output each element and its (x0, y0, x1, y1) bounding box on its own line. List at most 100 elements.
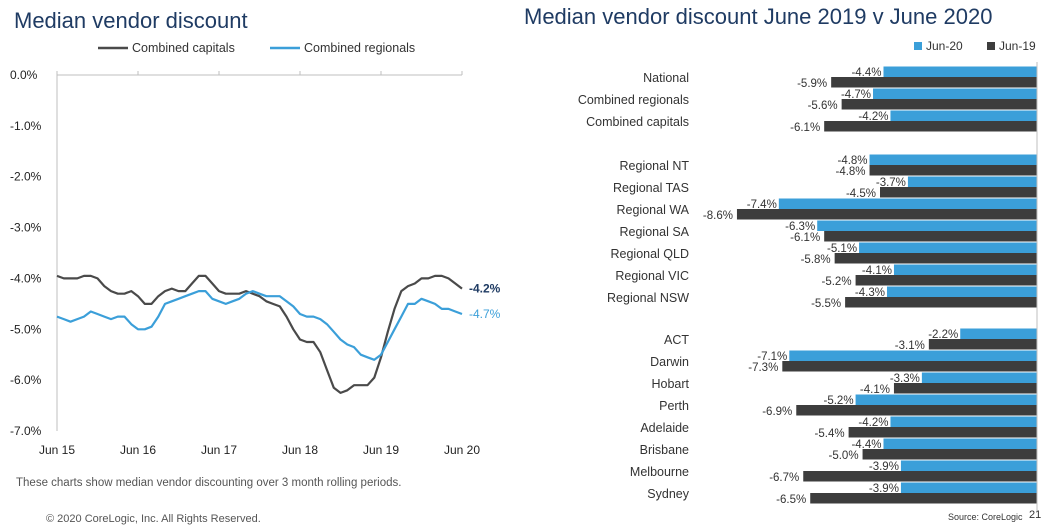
bar-value-label: -5.0% (829, 450, 859, 462)
bar-jun19 (810, 493, 1037, 504)
line-y-tick-label: -1.0% (10, 119, 42, 133)
bar-jun20 (907, 176, 1037, 187)
bar-value-label: -3.1% (895, 340, 925, 352)
bar-value-label: -6.3% (785, 221, 815, 233)
bar-jun20 (893, 264, 1037, 275)
bar-jun20 (855, 394, 1037, 405)
bar-jun19 (796, 405, 1037, 416)
bar-value-label: -5.9% (797, 78, 827, 90)
bar-category-label: Regional VIC (615, 269, 689, 283)
bar-value-label: -4.8% (835, 166, 865, 178)
bar-value-label: -7.1% (757, 351, 787, 363)
line-x-tick-label: Jun 20 (444, 443, 480, 457)
line-y-tick-label: -6.0% (10, 373, 42, 387)
bar-jun20 (869, 154, 1037, 165)
bar-category-label: Hobart (651, 377, 689, 391)
bar-legend-swatch (987, 42, 995, 50)
bar-jun20 (859, 242, 1037, 253)
legend-label: Combined capitals (132, 41, 235, 55)
bar-value-label: -5.4% (815, 428, 845, 440)
bar-value-label: -4.4% (851, 67, 881, 79)
bar-value-label: -5.8% (801, 254, 831, 266)
bar-jun19 (848, 427, 1037, 438)
line-y-tick-label: -3.0% (10, 221, 42, 235)
bar-value-label: -4.1% (860, 384, 890, 396)
bar-value-label: -4.7% (841, 89, 871, 101)
bar-value-label: -4.8% (837, 155, 867, 167)
bar-value-label: -4.2% (858, 417, 888, 429)
line-y-tick-label: 0.0% (10, 68, 38, 82)
bar-jun19 (845, 297, 1037, 308)
bar-value-label: -6.9% (762, 406, 792, 418)
bar-value-label: -4.1% (862, 265, 892, 277)
bar-chart: Jun-20 Jun-19 National -4.4% -5.9% Combined r… (578, 39, 1038, 512)
line-chart: 0.0% -1.0% -2.0% -3.0% -4.0% -5.0% -6.0% -7.0% J… (10, 41, 500, 457)
bar-jun20 (817, 220, 1037, 231)
bar-value-label: -4.3% (855, 287, 885, 299)
bar-category-label: Melbourne (630, 465, 689, 479)
bar-category-label: Darwin (650, 355, 689, 369)
bar-jun20 (900, 482, 1037, 493)
bar-chart-title: Median vendor discount June 2019 v June … (524, 4, 993, 29)
bar-category-label: Adelaide (640, 421, 689, 435)
bar-jun19 (824, 231, 1037, 242)
bar-jun19 (869, 165, 1037, 176)
series-line (56, 274, 463, 394)
bar-jun19 (803, 471, 1037, 482)
bar-value-label: -4.4% (851, 439, 881, 451)
page-number: 21 (1029, 509, 1042, 521)
bar-value-label: -4.2% (858, 111, 888, 123)
chart-note: These charts show median vendor discount… (16, 477, 402, 489)
bar-jun19 (782, 361, 1037, 372)
line-x-tick-label: Jun 15 (39, 443, 75, 457)
bar-jun20 (873, 88, 1037, 99)
bar-jun20 (960, 328, 1037, 339)
bar-jun20 (900, 460, 1037, 471)
bar-value-label: -3.3% (890, 373, 920, 385)
bar-jun19 (834, 253, 1037, 264)
series-line (56, 290, 463, 361)
bar-category-label: Combined capitals (586, 115, 689, 129)
bar-jun19 (862, 449, 1037, 460)
bar-jun20 (778, 198, 1037, 209)
line-y-tick-label: -5.0% (10, 322, 42, 336)
bar-legend-swatch (914, 42, 922, 50)
line-x-tick-label: Jun 18 (282, 443, 318, 457)
bar-value-label: -6.7% (769, 472, 799, 484)
bar-category-label: Perth (659, 399, 689, 413)
series-end-label: -4.2% (469, 282, 500, 296)
bar-jun19 (855, 275, 1037, 286)
line-y-tick-label: -4.0% (10, 271, 42, 285)
bar-jun20 (890, 416, 1037, 427)
line-x-tick-label: Jun 19 (363, 443, 399, 457)
bar-category-label: Regional SA (620, 225, 690, 239)
bar-jun20 (883, 438, 1037, 449)
line-chart-title: Median vendor discount (14, 8, 248, 33)
bar-legend-label: Jun-20 (926, 39, 963, 53)
bar-category-label: National (643, 71, 689, 85)
bar-jun20 (886, 286, 1037, 297)
bar-value-label: -3.9% (869, 461, 899, 473)
bar-value-label: -5.6% (808, 100, 838, 112)
bar-jun19 (928, 339, 1037, 350)
bar-value-label: -4.5% (846, 188, 876, 200)
source-text: Source: CoreLogic (948, 512, 1023, 522)
bar-category-label: Regional TAS (613, 181, 689, 195)
legend-label: Combined regionals (304, 41, 415, 55)
line-x-tick-label: Jun 17 (201, 443, 237, 457)
bar-jun19 (841, 99, 1037, 110)
bar-category-label: Regional NT (620, 159, 690, 173)
bar-jun20 (789, 350, 1037, 361)
bar-category-label: Regional QLD (610, 247, 689, 261)
bar-category-label: ACT (664, 333, 689, 347)
bar-value-label: -5.2% (822, 276, 852, 288)
bar-category-label: Regional NSW (607, 291, 689, 305)
bar-value-label: -7.3% (748, 362, 778, 374)
bar-category-label: Regional WA (617, 203, 690, 217)
line-x-tick-label: Jun 16 (120, 443, 156, 457)
bar-jun20 (890, 110, 1037, 121)
bar-value-label: -5.1% (827, 243, 857, 255)
bar-legend-label: Jun-19 (999, 39, 1036, 53)
series-end-label: -4.7% (469, 307, 500, 321)
line-y-tick-label: -7.0% (10, 424, 42, 438)
